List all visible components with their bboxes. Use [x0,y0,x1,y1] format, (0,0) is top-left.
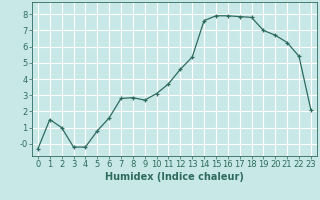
X-axis label: Humidex (Indice chaleur): Humidex (Indice chaleur) [105,172,244,182]
